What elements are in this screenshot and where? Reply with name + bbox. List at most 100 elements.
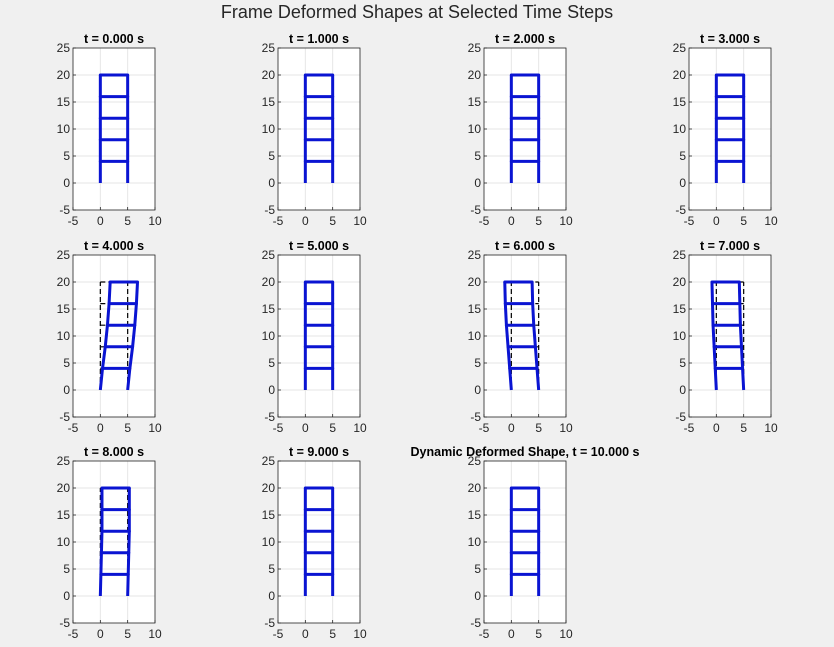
x-tick-label: 0 (302, 627, 309, 641)
x-tick-label: 0 (97, 421, 104, 435)
y-tick-label: 25 (673, 248, 687, 262)
x-tick-label: 10 (559, 214, 573, 228)
y-tick-label: 5 (679, 149, 686, 163)
subplot-6: -5 0 5 10 -5 0 5 10 15 20 25 t = 5.000 s (262, 239, 367, 435)
y-tick-label: 20 (468, 481, 482, 495)
y-tick-label: 10 (673, 122, 687, 136)
y-tick-label: 5 (474, 149, 481, 163)
y-tick-label: 20 (57, 68, 71, 82)
y-tick-label: 5 (268, 149, 275, 163)
subplot-title: t = 5.000 s (289, 239, 349, 253)
y-tick-label: 20 (673, 68, 687, 82)
x-tick-label: 10 (353, 627, 367, 641)
deformed-column (710, 281, 718, 391)
x-tick-label: -5 (68, 214, 79, 228)
subplot-title: t = 4.000 s (84, 239, 144, 253)
subplot-title: t = 9.000 s (289, 445, 349, 459)
x-tick-label: -5 (68, 421, 79, 435)
x-tick-label: 0 (713, 421, 720, 435)
x-tick-label: 5 (740, 421, 747, 435)
y-tick-label: 10 (468, 329, 482, 343)
subplot-4: -5 0 5 10 -5 0 5 10 15 20 25 t = 3.000 s (673, 32, 778, 228)
deformed-column (503, 281, 513, 391)
x-tick-label: -5 (273, 421, 284, 435)
x-tick-label: 0 (508, 421, 515, 435)
y-tick-label: 15 (673, 95, 687, 109)
y-tick-label: 0 (474, 383, 481, 397)
subplot-7: -5 0 5 10 -5 0 5 10 15 20 25 t = 6.000 s (468, 239, 573, 435)
deformed-column (126, 281, 140, 391)
y-tick-label: -5 (470, 410, 481, 424)
y-tick-label: 15 (262, 508, 276, 522)
x-tick-label: 5 (535, 421, 542, 435)
x-tick-label: 5 (535, 627, 542, 641)
subplot-title: t = 0.000 s (84, 32, 144, 46)
y-tick-label: 25 (468, 248, 482, 262)
x-tick-label: 10 (559, 627, 573, 641)
y-tick-label: 15 (262, 95, 276, 109)
deformed-column (737, 281, 746, 391)
y-tick-label: 5 (268, 356, 275, 370)
y-tick-label: -5 (59, 203, 70, 217)
subplot-title: t = 2.000 s (495, 32, 555, 46)
y-tick-label: 15 (468, 95, 482, 109)
y-tick-label: 20 (57, 481, 71, 495)
x-tick-label: 5 (124, 421, 131, 435)
y-tick-label: 10 (468, 535, 482, 549)
x-tick-label: 0 (302, 214, 309, 228)
y-tick-label: 20 (468, 68, 482, 82)
x-tick-label: 5 (329, 421, 336, 435)
y-tick-label: 10 (673, 329, 687, 343)
y-tick-label: -5 (59, 616, 70, 630)
y-tick-label: 10 (57, 329, 71, 343)
y-tick-label: 5 (679, 356, 686, 370)
x-tick-label: -5 (684, 214, 695, 228)
y-tick-label: 0 (474, 176, 481, 190)
y-tick-label: 25 (262, 41, 276, 55)
subplot-10: -5 0 5 10 -5 0 5 10 15 20 25 t = 9.000 s (262, 445, 367, 641)
y-tick-label: -5 (675, 203, 686, 217)
x-tick-label: 0 (508, 214, 515, 228)
y-tick-label: 0 (63, 383, 70, 397)
x-tick-label: 10 (353, 214, 367, 228)
deformed-column (126, 488, 131, 597)
y-tick-label: 15 (673, 302, 687, 316)
x-tick-label: 0 (97, 214, 104, 228)
y-tick-label: -5 (264, 616, 275, 630)
x-tick-label: -5 (479, 214, 490, 228)
y-tick-label: 0 (63, 176, 70, 190)
subplot-title: Dynamic Deformed Shape, t = 10.000 s (411, 445, 640, 459)
subplot-2: -5 0 5 10 -5 0 5 10 15 20 25 t = 1.000 s (262, 32, 367, 228)
deformed-column (98, 281, 112, 391)
y-tick-label: -5 (470, 203, 481, 217)
y-tick-label: -5 (470, 616, 481, 630)
y-tick-label: -5 (675, 410, 686, 424)
x-tick-label: 5 (535, 214, 542, 228)
x-tick-label: -5 (273, 214, 284, 228)
y-tick-label: 15 (468, 302, 482, 316)
y-tick-label: 5 (63, 562, 70, 576)
subplot-title: t = 6.000 s (495, 239, 555, 253)
x-tick-label: -5 (684, 421, 695, 435)
x-tick-label: 10 (148, 214, 162, 228)
figure-title: Frame Deformed Shapes at Selected Time S… (220, 2, 614, 22)
x-tick-label: 5 (740, 214, 747, 228)
x-tick-label: 10 (764, 421, 778, 435)
x-tick-label: -5 (479, 421, 490, 435)
y-tick-label: 0 (63, 589, 70, 603)
x-tick-label: 0 (302, 421, 309, 435)
subplot-8: -5 0 5 10 -5 0 5 10 15 20 25 t = 7.000 s (673, 239, 778, 435)
x-tick-label: 5 (124, 627, 131, 641)
y-tick-label: 25 (673, 41, 687, 55)
y-tick-label: 20 (673, 275, 687, 289)
subplot-9: -5 0 5 10 -5 0 5 10 15 20 25 t = 8.000 s (57, 445, 162, 641)
y-tick-label: 5 (474, 356, 481, 370)
subplot-title: t = 8.000 s (84, 445, 144, 459)
y-tick-label: 20 (262, 68, 276, 82)
y-tick-label: 0 (268, 383, 275, 397)
x-tick-label: -5 (479, 627, 490, 641)
y-tick-label: 15 (57, 508, 71, 522)
x-tick-label: 10 (148, 627, 162, 641)
subplot-title: t = 1.000 s (289, 32, 349, 46)
